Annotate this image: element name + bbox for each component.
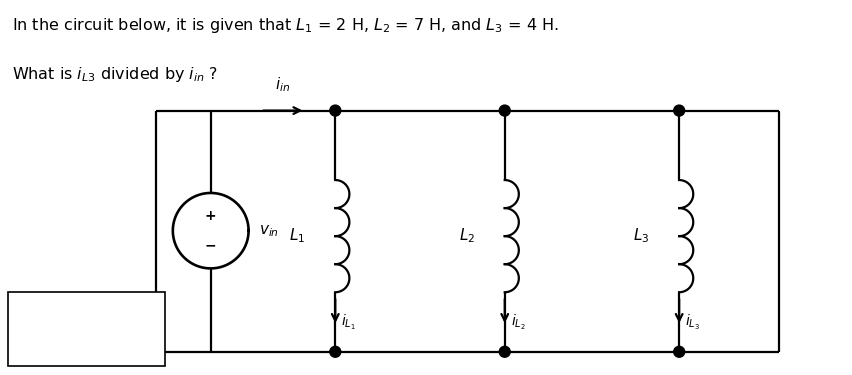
Circle shape (330, 105, 341, 116)
Text: $v_{in}$: $v_{in}$ (258, 223, 279, 238)
Circle shape (499, 105, 510, 116)
Circle shape (330, 346, 341, 357)
Text: $L_2$: $L_2$ (458, 227, 475, 246)
Text: What is $i_{L3}$ divided by $i_{in}$ ?: What is $i_{L3}$ divided by $i_{in}$ ? (12, 64, 218, 84)
Text: $i_{in}$: $i_{in}$ (275, 75, 290, 94)
Text: $i_{L_2}$: $i_{L_2}$ (510, 312, 526, 332)
Circle shape (674, 346, 685, 357)
Circle shape (499, 346, 510, 357)
Text: $i_{L_1}$: $i_{L_1}$ (342, 312, 356, 332)
Text: $i_{L_3}$: $i_{L_3}$ (685, 312, 700, 332)
Circle shape (674, 105, 685, 116)
Text: +: + (204, 209, 216, 224)
Text: $L_1$: $L_1$ (289, 227, 305, 246)
Text: $L_3$: $L_3$ (633, 227, 649, 246)
FancyBboxPatch shape (9, 292, 165, 366)
Text: In the circuit below, it is given that $L_1$ = 2 H, $L_2$ = 7 H, and $L_3$ = 4 H: In the circuit below, it is given that $… (12, 16, 558, 35)
Text: −: − (204, 238, 216, 252)
